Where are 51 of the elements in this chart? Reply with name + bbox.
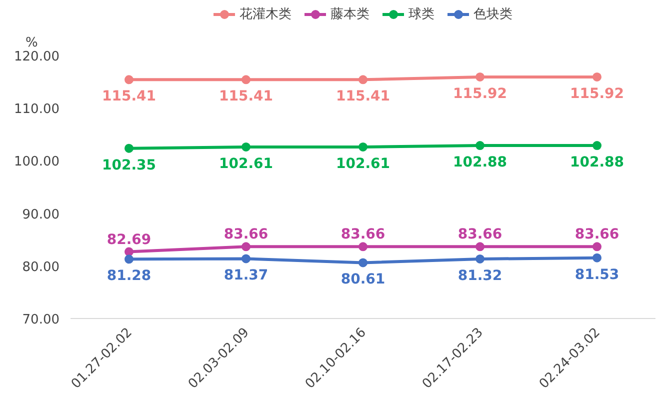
data-label: 80.61 [340, 272, 386, 288]
point [242, 242, 250, 252]
point [358, 142, 368, 152]
point [592, 242, 602, 252]
y-tick-label: 90.00 [22, 207, 60, 222]
data-label: 81.28 [106, 268, 152, 284]
data-label: 81.37 [224, 268, 268, 284]
data-label: 115.41 [102, 88, 156, 105]
data-label: 81.32 [458, 268, 502, 284]
y-tick-label: 120.00 [14, 50, 60, 64]
data-label: 82.69 [106, 232, 152, 248]
point [476, 141, 484, 150]
point [242, 142, 250, 152]
point [358, 75, 368, 84]
data-label: 115.41 [218, 88, 274, 105]
point [124, 247, 134, 256]
point [124, 144, 134, 153]
point [358, 242, 368, 252]
data-label: 102.61 [218, 156, 274, 172]
y-tick-label: 70.00 [22, 312, 60, 328]
data-label: 83.66 [458, 226, 502, 243]
point [476, 242, 484, 252]
data-label: 102.88 [570, 154, 624, 171]
point [242, 75, 250, 84]
point [124, 254, 134, 264]
y-tick-label: 100.00 [14, 154, 60, 170]
point [124, 75, 134, 84]
y-axis-title: % [26, 36, 38, 50]
data-label: 102.88 [452, 154, 508, 171]
data-label: 115.92 [570, 86, 624, 102]
legend-label: 色块类 [474, 6, 512, 23]
legend-label: 花灌木类 [240, 6, 292, 23]
point [242, 254, 250, 264]
point [592, 141, 602, 150]
data-label: 102.35 [102, 157, 156, 174]
point [592, 72, 602, 82]
data-label: 83.66 [224, 226, 268, 243]
point [476, 254, 484, 264]
data-label: 115.41 [336, 88, 390, 105]
data-label: 83.66 [574, 226, 620, 243]
point [358, 258, 368, 268]
y-tick-label: 110.00 [14, 102, 60, 118]
data-label: 102.61 [336, 156, 390, 172]
data-label: 83.66 [340, 226, 386, 243]
point [476, 72, 484, 82]
legend-label: 藤本类 [330, 6, 370, 23]
data-label: 81.53 [574, 266, 620, 283]
data-label: 115.92 [452, 86, 508, 102]
point [592, 253, 602, 262]
legend-label: 球类 [408, 6, 434, 23]
y-tick-label: 80.00 [22, 260, 60, 275]
